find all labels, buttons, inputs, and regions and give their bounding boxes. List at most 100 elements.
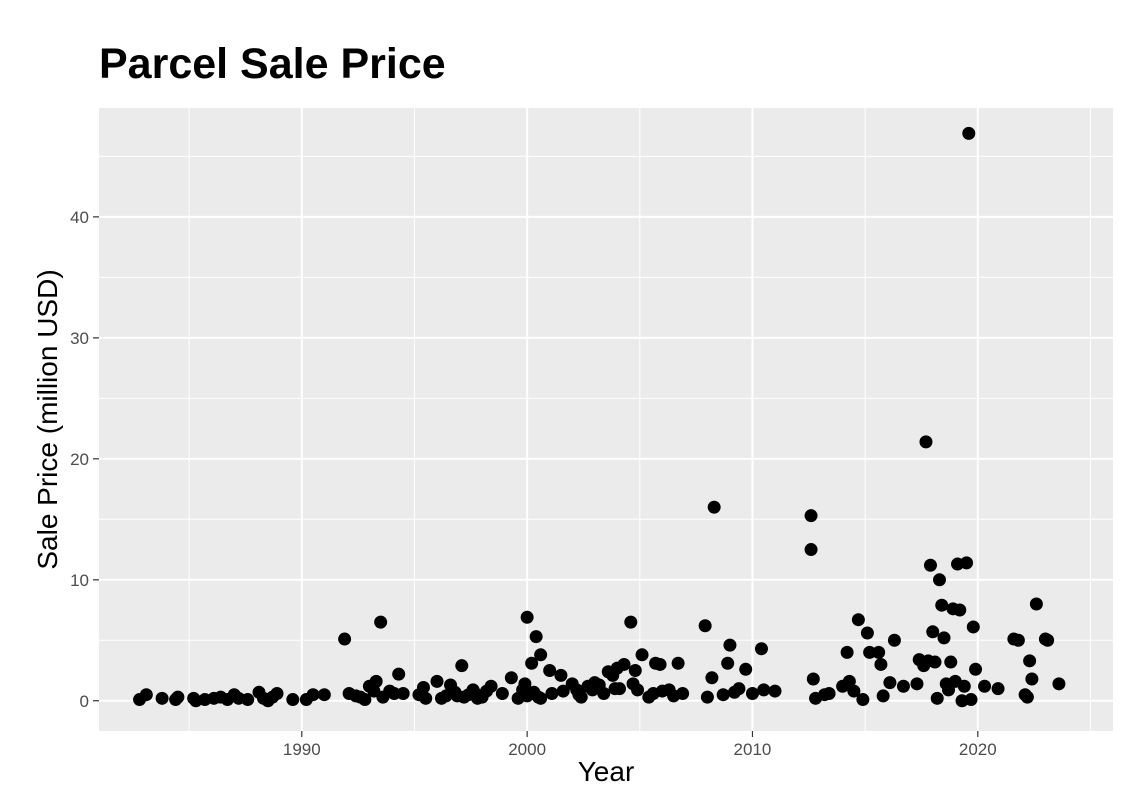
data-point xyxy=(860,626,874,640)
x-tick-label: 1990 xyxy=(283,740,321,759)
data-point xyxy=(1011,633,1025,647)
data-point xyxy=(707,500,721,514)
data-point xyxy=(928,655,942,669)
data-point xyxy=(872,645,886,659)
data-point xyxy=(1052,677,1066,691)
data-point xyxy=(155,691,169,705)
data-point xyxy=(597,686,611,700)
data-point xyxy=(953,603,967,617)
data-point xyxy=(653,657,667,671)
data-point xyxy=(631,683,645,697)
data-point xyxy=(430,674,444,688)
data-point xyxy=(804,543,818,557)
data-point xyxy=(676,686,690,700)
data-point xyxy=(910,677,924,691)
data-point xyxy=(896,679,910,693)
data-point xyxy=(804,509,818,523)
data-point xyxy=(991,682,1005,696)
data-point xyxy=(1025,672,1039,686)
y-tick-label: 0 xyxy=(80,692,89,711)
y-tick-label: 20 xyxy=(70,450,89,469)
data-point xyxy=(628,664,642,678)
data-point xyxy=(822,686,836,700)
data-point xyxy=(923,558,937,572)
data-point xyxy=(969,662,983,676)
data-point xyxy=(739,662,753,676)
data-point xyxy=(358,693,372,707)
data-point xyxy=(525,656,539,670)
data-point xyxy=(556,684,570,698)
data-point xyxy=(716,688,730,702)
data-point xyxy=(617,657,631,671)
chart-title: Parcel Sale Price xyxy=(99,40,446,88)
data-point xyxy=(768,684,782,698)
data-point xyxy=(962,126,976,140)
data-point xyxy=(520,610,534,624)
data-point xyxy=(534,648,548,662)
data-point xyxy=(847,684,861,698)
x-axis-title: Year xyxy=(578,756,635,787)
major-gridlines xyxy=(99,108,1113,731)
data-point xyxy=(919,435,933,449)
data-point xyxy=(1023,654,1037,668)
data-point xyxy=(705,671,719,685)
data-point xyxy=(721,656,735,670)
data-point xyxy=(671,656,685,670)
y-axis-title: Sale Price (million USD) xyxy=(32,269,63,569)
data-point xyxy=(369,674,383,688)
data-point xyxy=(745,686,759,700)
data-point xyxy=(700,690,714,704)
data-point xyxy=(930,691,944,705)
y-tick-label: 10 xyxy=(70,571,89,590)
data-point xyxy=(624,615,638,629)
data-point xyxy=(635,648,649,662)
data-point xyxy=(732,682,746,696)
data-point xyxy=(139,688,153,702)
data-point xyxy=(1029,597,1043,611)
data-point xyxy=(1020,690,1034,704)
data-point xyxy=(874,657,888,671)
data-point xyxy=(932,573,946,587)
data-point xyxy=(957,679,971,693)
data-point xyxy=(392,667,406,681)
data-point xyxy=(270,686,284,700)
data-point xyxy=(757,683,771,697)
data-point xyxy=(416,680,430,694)
y-tick-label: 30 xyxy=(70,329,89,348)
data-point xyxy=(964,693,978,707)
data-point xyxy=(887,633,901,647)
x-tick-label: 2000 xyxy=(508,740,546,759)
data-point xyxy=(966,620,980,634)
plot-panel xyxy=(99,108,1113,731)
data-point xyxy=(338,632,352,646)
data-point xyxy=(419,691,433,705)
data-point xyxy=(883,676,897,690)
data-point xyxy=(574,690,588,704)
data-point xyxy=(306,688,320,702)
data-point xyxy=(863,645,877,659)
data-point xyxy=(842,674,856,688)
data-point xyxy=(529,630,543,644)
data-point xyxy=(723,638,737,652)
data-point xyxy=(241,693,255,707)
data-point xyxy=(840,645,854,659)
data-point xyxy=(317,688,331,702)
data-point xyxy=(935,598,949,612)
x-tick-label: 2020 xyxy=(959,740,997,759)
data-point xyxy=(554,668,568,682)
data-point xyxy=(1041,633,1055,647)
data-point xyxy=(286,693,300,707)
data-point xyxy=(504,671,518,685)
data-point xyxy=(387,686,401,700)
data-point xyxy=(518,677,532,691)
data-point xyxy=(545,686,559,700)
data-point xyxy=(374,615,388,629)
data-points xyxy=(133,126,1066,708)
data-point xyxy=(455,659,469,673)
data-point xyxy=(396,686,410,700)
minor-gridlines xyxy=(99,108,1113,731)
data-point xyxy=(960,556,974,570)
y-axis: 0 10 20 30 40 xyxy=(70,208,99,711)
data-point xyxy=(484,679,498,693)
